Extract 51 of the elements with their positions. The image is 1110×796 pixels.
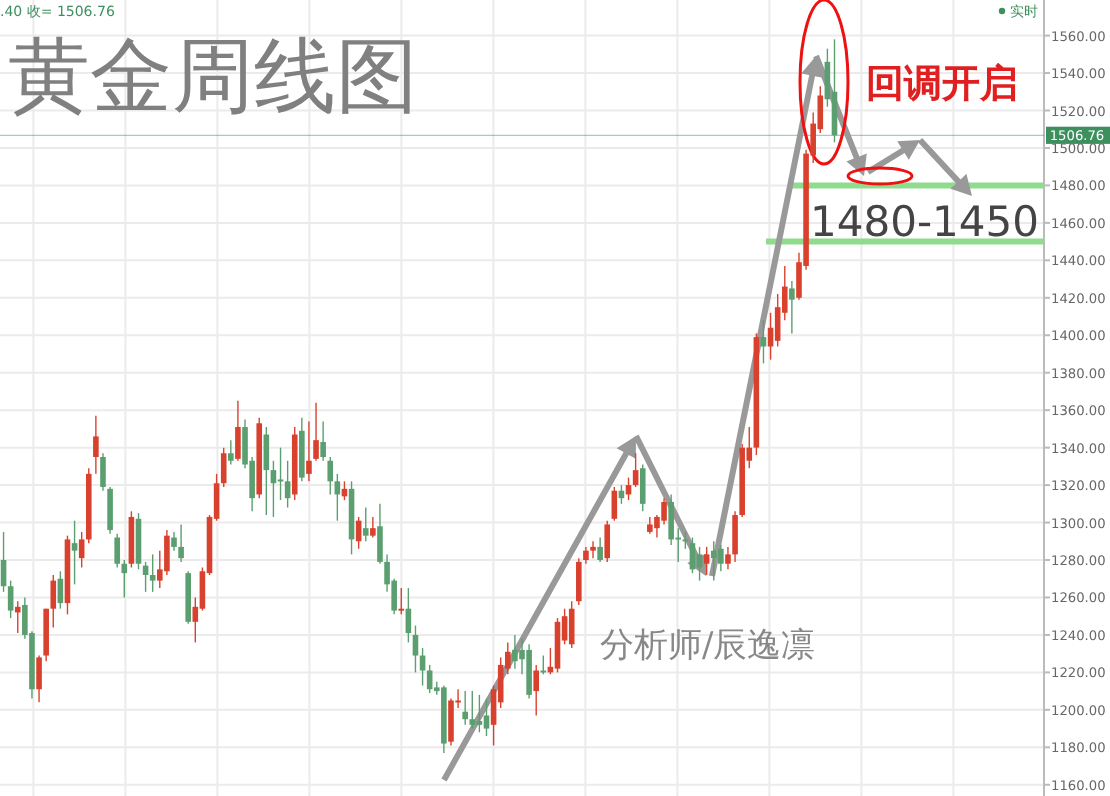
annotation: 回调开启 bbox=[866, 62, 1018, 106]
candlestick bbox=[306, 420, 312, 483]
candlestick bbox=[299, 416, 305, 483]
candlestick bbox=[639, 463, 646, 513]
candlestick bbox=[7, 579, 14, 619]
candlestick bbox=[14, 600, 21, 634]
candlestick bbox=[554, 617, 561, 674]
candlestick bbox=[710, 540, 717, 582]
candlestick bbox=[114, 533, 120, 569]
candlestick bbox=[540, 654, 547, 675]
candlestick bbox=[469, 690, 476, 730]
candlestick bbox=[483, 697, 490, 737]
candlestick bbox=[533, 664, 539, 717]
candlestick bbox=[568, 600, 575, 649]
candlestick bbox=[220, 446, 227, 488]
annotation: 分析师/辰逸凛 bbox=[600, 626, 816, 666]
candlestick bbox=[597, 536, 603, 563]
candlestick bbox=[327, 456, 334, 496]
candlestick bbox=[590, 540, 596, 559]
candlestick bbox=[476, 694, 483, 734]
candlestick bbox=[128, 510, 135, 569]
candlestick bbox=[512, 634, 518, 670]
candlestick bbox=[774, 293, 781, 348]
candlestick bbox=[462, 690, 468, 726]
candlestick bbox=[703, 546, 710, 576]
annotation: 1480-1450 bbox=[810, 198, 1039, 246]
candlestick bbox=[164, 529, 170, 576]
candlestick bbox=[149, 553, 156, 593]
candlestick bbox=[370, 516, 376, 539]
candlestick bbox=[362, 506, 369, 542]
candlestick bbox=[78, 531, 85, 569]
candlestick bbox=[228, 439, 234, 466]
candlestick bbox=[178, 523, 184, 563]
candlestick bbox=[277, 446, 284, 501]
candlestick bbox=[320, 420, 326, 462]
candlestick bbox=[696, 546, 703, 582]
candlestick bbox=[412, 624, 419, 674]
candlestick bbox=[448, 697, 454, 747]
candlestick bbox=[50, 574, 57, 629]
chart-title: 黄金周线图 bbox=[8, 28, 418, 124]
candlestick bbox=[718, 544, 724, 572]
candlestick bbox=[284, 460, 291, 509]
candlestick bbox=[398, 587, 405, 616]
candlestick bbox=[668, 493, 674, 546]
candlestick bbox=[604, 519, 611, 563]
candlestick bbox=[789, 280, 795, 335]
candlestick bbox=[71, 519, 78, 586]
candlestick bbox=[235, 400, 241, 462]
candlestick bbox=[36, 654, 42, 704]
candlestick bbox=[526, 643, 532, 700]
candlestick bbox=[93, 415, 99, 475]
